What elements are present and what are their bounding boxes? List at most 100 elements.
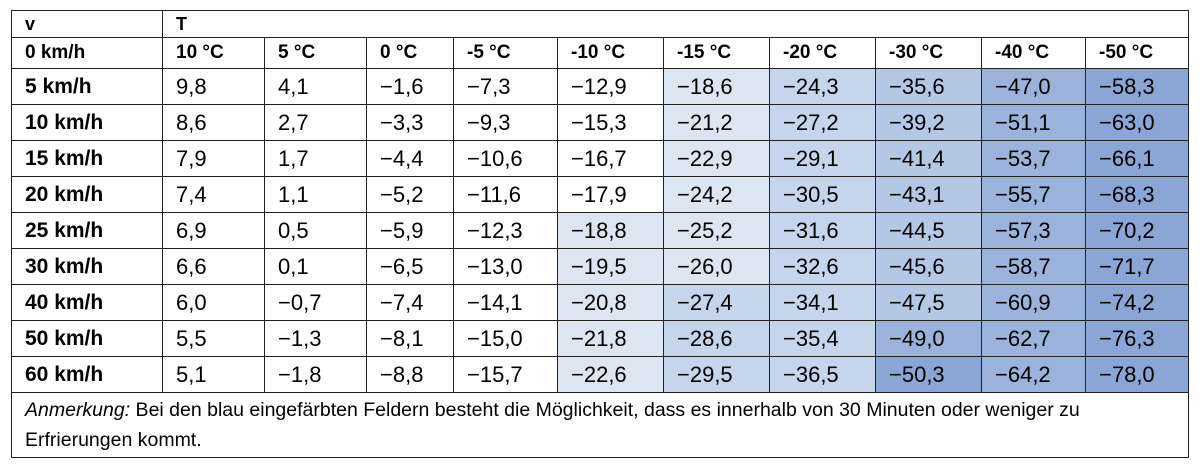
table-cell: −12,3 — [453, 212, 558, 249]
row-label: 30 km/h — [11, 248, 163, 285]
header-row-label: 0 km/h — [11, 37, 163, 69]
table-cell: −17,9 — [557, 176, 664, 213]
table-cell: −8,1 — [366, 320, 454, 357]
column-header: -20 °C — [769, 37, 876, 69]
table-cell: −15,3 — [557, 104, 664, 141]
table-cell: −62,7 — [981, 320, 1086, 357]
table-cell: −29,1 — [769, 140, 876, 177]
table-cell: 1,7 — [264, 140, 367, 177]
table-cell: −21,2 — [663, 104, 770, 141]
table-cell: −24,2 — [663, 176, 770, 213]
table-cell: −1,6 — [366, 68, 454, 105]
table-cell: 7,9 — [162, 140, 265, 177]
table-row: 20 km/h 7,4 1,1 −5,2 −11,6 −17,9 −24,2 −30,5 −43… — [11, 176, 1189, 213]
table-cell: −18,8 — [557, 212, 664, 249]
table-cell: 0,1 — [264, 248, 367, 285]
table-cell: 1,1 — [264, 176, 367, 213]
table-cell: −15,7 — [453, 356, 558, 393]
table-cell: −19,5 — [557, 248, 664, 285]
table-cell: −78,0 — [1085, 356, 1189, 393]
table-row: 25 km/h 6,9 0,5 −5,9 −12,3 −18,8 −25,2 −31,6 −44… — [11, 212, 1189, 249]
table-cell: 7,4 — [162, 176, 265, 213]
table-cell: 6,9 — [162, 212, 265, 249]
table-cell: −39,2 — [875, 104, 982, 141]
table-cell: −63,0 — [1085, 104, 1189, 141]
table-cell: 4,1 — [264, 68, 367, 105]
table-cell: −35,4 — [769, 320, 876, 357]
table-cell: −70,2 — [1085, 212, 1189, 249]
table-cell: −5,2 — [366, 176, 454, 213]
table-cell: −68,3 — [1085, 176, 1189, 213]
table-cell: −30,5 — [769, 176, 876, 213]
column-header: -15 °C — [663, 37, 770, 69]
column-header: -5 °C — [453, 37, 558, 69]
table-cell: −5,9 — [366, 212, 454, 249]
table-cell: 8,6 — [162, 104, 265, 141]
windchill-table: v T 0 km/h 10 °C 5 °C 0 °C -5 °C -10 °C -15 °… — [11, 10, 1189, 458]
table-cell: −76,3 — [1085, 320, 1189, 357]
table-cell: −60,9 — [981, 284, 1086, 321]
column-header: 0 °C — [366, 37, 454, 69]
table-cell: 0,5 — [264, 212, 367, 249]
header-row-group: v T — [11, 10, 1189, 38]
table-cell: −1,8 — [264, 356, 367, 393]
table-cell: −29,5 — [663, 356, 770, 393]
table-cell: 9,8 — [162, 68, 265, 105]
table-cell: −27,2 — [769, 104, 876, 141]
table-cell: 6,6 — [162, 248, 265, 285]
table-cell: −53,7 — [981, 140, 1086, 177]
table-cell: −71,7 — [1085, 248, 1189, 285]
table-row: 15 km/h 7,9 1,7 −4,4 −10,6 −16,7 −22,9 −29,1 −41… — [11, 140, 1189, 177]
table-cell: −50,3 — [875, 356, 982, 393]
table-cell: −58,3 — [1085, 68, 1189, 105]
table-cell: −45,6 — [875, 248, 982, 285]
windchill-table-container: v T 0 km/h 10 °C 5 °C 0 °C -5 °C -10 °C -15 °… — [11, 10, 1189, 458]
table-cell: 5,1 — [162, 356, 265, 393]
table-cell: −21,8 — [557, 320, 664, 357]
table-cell: −10,6 — [453, 140, 558, 177]
row-label: 60 km/h — [11, 356, 163, 393]
column-header: 10 °C — [162, 37, 265, 69]
table-cell: −35,6 — [875, 68, 982, 105]
table-cell: −26,0 — [663, 248, 770, 285]
table-cell: −51,1 — [981, 104, 1086, 141]
table-cell: −58,7 — [981, 248, 1086, 285]
row-label: 20 km/h — [11, 176, 163, 213]
table-cell: −44,5 — [875, 212, 982, 249]
table-cell: −14,1 — [453, 284, 558, 321]
table-cell: −36,5 — [769, 356, 876, 393]
table-cell: −7,4 — [366, 284, 454, 321]
row-label: 5 km/h — [11, 68, 163, 105]
table-cell: −13,0 — [453, 248, 558, 285]
table-cell: −8,8 — [366, 356, 454, 393]
table-cell: −66,1 — [1085, 140, 1189, 177]
table-row: 40 km/h 6,0 −0,7 −7,4 −14,1 −20,8 −27,4 −34,1 −4… — [11, 284, 1189, 321]
table-cell: −24,3 — [769, 68, 876, 105]
row-label: 25 km/h — [11, 212, 163, 249]
row-label: 50 km/h — [11, 320, 163, 357]
table-cell: 2,7 — [264, 104, 367, 141]
table-cell: −27,4 — [663, 284, 770, 321]
table-cell: −9,3 — [453, 104, 558, 141]
note-row: Anmerkung: Bei den blau eingefärbten Fel… — [11, 392, 1189, 458]
table-cell: −15,0 — [453, 320, 558, 357]
table-cell: −22,6 — [557, 356, 664, 393]
column-header: -30 °C — [875, 37, 982, 69]
column-header: -10 °C — [557, 37, 664, 69]
table-row: 60 km/h 5,1 −1,8 −8,8 −15,7 −22,6 −29,5 −36,5 −5… — [11, 356, 1189, 393]
table-cell: −49,0 — [875, 320, 982, 357]
table-cell: −7,3 — [453, 68, 558, 105]
table-cell: −74,2 — [1085, 284, 1189, 321]
row-label: 10 km/h — [11, 104, 163, 141]
table-cell: −64,2 — [981, 356, 1086, 393]
table-row: 30 km/h 6,6 0,1 −6,5 −13,0 −19,5 −26,0 −32,6 −45… — [11, 248, 1189, 285]
temperature-group-label: T — [162, 10, 1189, 38]
table-cell: −11,6 — [453, 176, 558, 213]
note-label: Anmerkung: — [25, 399, 131, 421]
table-cell: −34,1 — [769, 284, 876, 321]
table-cell: −16,7 — [557, 140, 664, 177]
note-text: Bei den blau eingefärbten Feldern besteh… — [25, 399, 1080, 451]
column-header: 5 °C — [264, 37, 367, 69]
table-cell: −3,3 — [366, 104, 454, 141]
table-cell: −4,4 — [366, 140, 454, 177]
